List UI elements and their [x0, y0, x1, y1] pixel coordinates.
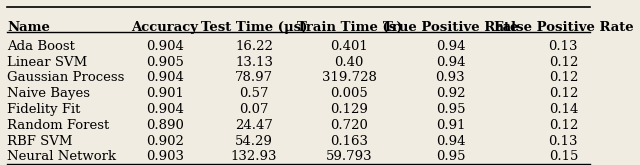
- Text: Fidelity Fit: Fidelity Fit: [7, 103, 81, 116]
- Text: 0.904: 0.904: [146, 40, 184, 53]
- Text: Gaussian Process: Gaussian Process: [7, 71, 125, 84]
- Text: 0.890: 0.890: [146, 119, 184, 132]
- Text: 0.401: 0.401: [330, 40, 368, 53]
- Text: 0.13: 0.13: [548, 40, 578, 53]
- Text: Train Time (s): Train Time (s): [296, 21, 402, 34]
- Text: 0.720: 0.720: [330, 119, 368, 132]
- Text: Linear SVM: Linear SVM: [7, 56, 88, 69]
- Text: 0.93: 0.93: [436, 71, 465, 84]
- Text: 0.902: 0.902: [146, 135, 184, 148]
- Text: 0.904: 0.904: [146, 103, 184, 116]
- Text: Accuracy: Accuracy: [131, 21, 198, 34]
- Text: 0.12: 0.12: [548, 87, 578, 100]
- Text: 0.92: 0.92: [436, 87, 465, 100]
- Text: 0.12: 0.12: [548, 71, 578, 84]
- Text: 0.91: 0.91: [436, 119, 465, 132]
- Text: False Positive Rate: False Positive Rate: [493, 21, 633, 34]
- Text: Ada Boost: Ada Boost: [7, 40, 76, 53]
- Text: Name: Name: [7, 21, 50, 34]
- Text: True Positive Rate: True Positive Rate: [383, 21, 518, 34]
- Text: 0.57: 0.57: [239, 87, 269, 100]
- Text: 0.901: 0.901: [146, 87, 184, 100]
- Text: 24.47: 24.47: [235, 119, 273, 132]
- Text: 319.728: 319.728: [322, 71, 377, 84]
- Text: 54.29: 54.29: [235, 135, 273, 148]
- Text: 0.40: 0.40: [335, 56, 364, 69]
- Text: 0.15: 0.15: [548, 150, 578, 163]
- Text: 132.93: 132.93: [231, 150, 277, 163]
- Text: 0.12: 0.12: [548, 119, 578, 132]
- Text: 0.95: 0.95: [436, 103, 465, 116]
- Text: 59.793: 59.793: [326, 150, 372, 163]
- Text: 0.94: 0.94: [436, 135, 465, 148]
- Text: 0.95: 0.95: [436, 150, 465, 163]
- Text: 0.903: 0.903: [146, 150, 184, 163]
- Text: 0.13: 0.13: [548, 135, 578, 148]
- Text: 13.13: 13.13: [235, 56, 273, 69]
- Text: 0.005: 0.005: [330, 87, 368, 100]
- Text: Naive Bayes: Naive Bayes: [7, 87, 90, 100]
- Text: 16.22: 16.22: [235, 40, 273, 53]
- Text: Random Forest: Random Forest: [7, 119, 109, 132]
- Text: RBF SVM: RBF SVM: [7, 135, 73, 148]
- Text: 0.12: 0.12: [548, 56, 578, 69]
- Text: 0.163: 0.163: [330, 135, 368, 148]
- Text: 0.905: 0.905: [146, 56, 184, 69]
- Text: 0.07: 0.07: [239, 103, 269, 116]
- Text: 0.94: 0.94: [436, 40, 465, 53]
- Text: 0.14: 0.14: [548, 103, 578, 116]
- Text: 0.129: 0.129: [330, 103, 368, 116]
- Text: Test Time (μs): Test Time (μs): [201, 21, 307, 34]
- Text: 0.94: 0.94: [436, 56, 465, 69]
- Text: Neural Network: Neural Network: [7, 150, 116, 163]
- Text: 0.904: 0.904: [146, 71, 184, 84]
- Text: 78.97: 78.97: [235, 71, 273, 84]
